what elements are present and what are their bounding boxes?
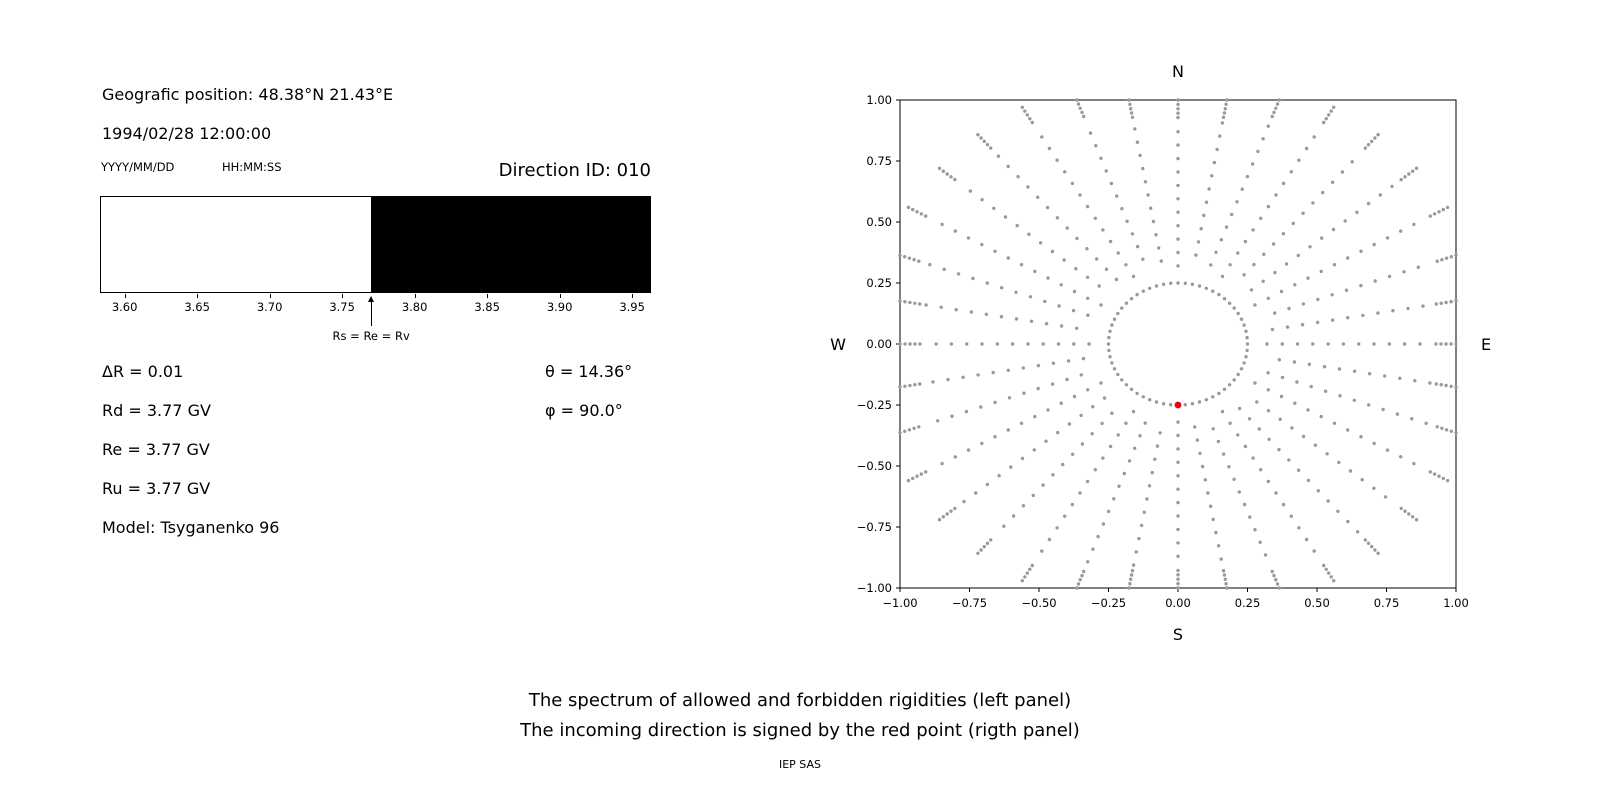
boundary-arrow-label: Rs = Re = Rv <box>332 329 410 343</box>
param-rd: Rd = 3.77 GV <box>102 401 211 420</box>
direction-x-tick-label: 0.50 <box>1304 596 1330 610</box>
spectrum-x-tick-label: 3.80 <box>401 300 428 314</box>
arrow-head-icon <box>368 296 375 302</box>
direction-x-tick-label: −0.75 <box>952 596 987 610</box>
incoming-direction-point <box>1174 401 1182 409</box>
spectrum-x-tick-label: 3.65 <box>184 300 210 314</box>
spectrum-x-tick-label: 3.90 <box>546 300 573 314</box>
direction-x-tick-label: 1.00 <box>1443 596 1469 610</box>
direction-y-tick-label: 1.00 <box>866 93 892 107</box>
spectrum-x-tick-label: 3.70 <box>256 300 283 314</box>
param-theta: θ = 14.36° <box>545 362 633 381</box>
spectrum-x-tick <box>197 294 199 298</box>
spectrum-x-tick <box>342 294 344 298</box>
param-ru: Ru = 3.77 GV <box>102 479 211 498</box>
spectrum-x-tick-label: 3.95 <box>619 300 645 314</box>
parameter-list: ΔR = 0.01 Rd = 3.77 GV Re = 3.77 GV Ru =… <box>102 352 279 547</box>
angle-list: θ = 14.36° φ = 90.0° <box>545 352 632 430</box>
date-format-label: YYYY/MM/DD <box>101 160 175 174</box>
direction-x-tick-label: −0.25 <box>1091 596 1126 610</box>
param-re: Re = 3.77 GV <box>102 440 210 459</box>
time-format-label: HH:MM:SS <box>222 160 282 174</box>
compass-south-label: S <box>1173 625 1183 644</box>
direction-x-tick-label: 0.25 <box>1235 596 1261 610</box>
param-delta-r: ΔR = 0.01 <box>102 362 184 381</box>
direction-x-tick-label: 0.00 <box>1165 596 1191 610</box>
direction-y-tick-label: 0.25 <box>866 276 892 290</box>
spectrum-x-tick <box>559 294 561 298</box>
compass-west-label: W <box>830 335 846 354</box>
direction-y-tick-label: 0.75 <box>866 154 892 168</box>
compass-east-label: E <box>1481 335 1491 354</box>
direction-x-tick-label: 0.75 <box>1374 596 1400 610</box>
caption-left-panel: The spectrum of allowed and forbidden ri… <box>528 690 1072 711</box>
arrow-shaft <box>370 301 372 326</box>
spectrum-x-tick-label: 3.60 <box>111 300 138 314</box>
boundary-arrow-icon <box>368 296 375 326</box>
param-phi: φ = 90.0° <box>545 401 623 420</box>
spectrum-x-tick <box>414 294 416 298</box>
geographic-position: Geografic position: 48.38°N 21.43°E <box>102 85 394 104</box>
spectrum-x-tick <box>269 294 271 298</box>
direction-y-tick-label: −0.75 <box>857 520 892 534</box>
direction-y-tick-label: 0.00 <box>866 337 892 351</box>
spectrum-x-tick <box>124 294 126 298</box>
direction-y-tick-label: −0.50 <box>857 459 892 473</box>
incoming-direction-plot: −1.00−1.00 −0.75 −0.75 −0.50 −0.50 −0.25 −0.25… <box>830 62 1491 644</box>
credit-label: IEP SAS <box>778 758 822 771</box>
spectrum-x-axis: 3.60 3.65 3.70 3.75 3.80 3.85 3.90 3.95 <box>100 293 651 319</box>
spectrum-x-tick-label: 3.75 <box>329 300 355 314</box>
spectrum-x-tick <box>632 294 634 298</box>
param-model: Model: Tsyganenko 96 <box>102 518 280 537</box>
direction-y-tick-label: 0.50 <box>866 215 892 229</box>
compass-north-label: N <box>1172 62 1184 81</box>
spectrum-x-tick-label: 3.85 <box>474 300 500 314</box>
direction-id: Direction ID: 010 <box>498 160 651 181</box>
datetime-value: 1994/02/28 12:00:00 <box>102 124 272 143</box>
direction-x-tick-label: −0.50 <box>1021 596 1056 610</box>
allowed-region <box>100 196 651 293</box>
caption-right-panel: The incoming direction is signed by the … <box>520 720 1080 741</box>
rigidity-spectrum-plot: 3.60 3.65 3.70 3.75 3.80 3.85 3.90 3.95 Rs = Re… <box>100 196 651 356</box>
spectrum-x-tick <box>487 294 489 298</box>
asymptotic-direction-points <box>898 98 1458 590</box>
direction-y-tick-label: −0.25 <box>857 398 892 412</box>
figure-captions: The spectrum of allowed and forbidden ri… <box>30 686 1570 771</box>
forbidden-region <box>371 197 650 292</box>
direction-x-tick-label: −1.00 <box>882 596 917 610</box>
direction-y-tick-label: −1.00 <box>857 581 892 595</box>
